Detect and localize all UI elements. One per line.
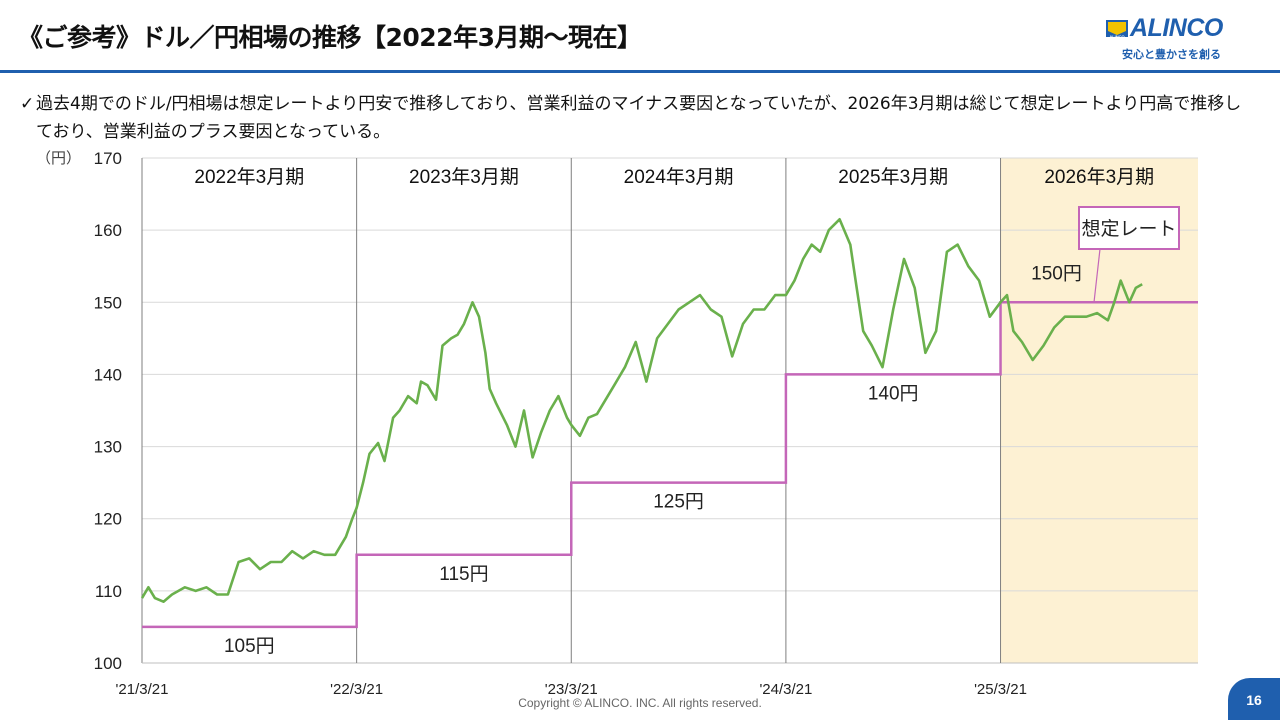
assumed-rate-callout-text: 想定レート: [1081, 218, 1176, 240]
assumed-rate-label: 125円: [653, 492, 704, 513]
y-axis-unit: （円）: [36, 150, 81, 167]
y-tick-label: 140: [94, 365, 122, 384]
fiscal-period-label: 2026年3月期: [1044, 166, 1154, 188]
x-tick-label: '24/3/21: [759, 681, 812, 698]
logo-mark-icon: ALINCO: [1106, 20, 1128, 39]
y-tick-label: 160: [94, 221, 122, 240]
x-tick-label: '21/3/21: [116, 681, 169, 698]
fiscal-period-label: 2023年3月期: [409, 166, 519, 188]
copyright: Copyright © ALINCO. INC. All rights rese…: [518, 696, 762, 710]
fiscal-period-label: 2022年3月期: [194, 166, 304, 188]
checkmark-icon: ✓: [20, 94, 35, 114]
x-tick-label: '22/3/21: [330, 681, 383, 698]
assumed-rate-line: [142, 301, 1198, 629]
x-tick-label: '25/3/21: [974, 681, 1027, 698]
y-tick-label: 170: [94, 149, 122, 168]
page-title: 《ご参考》ドル／円相場の推移【2022年3月期～現在】: [18, 23, 642, 52]
logo-brand: ALINCO: [1130, 14, 1223, 42]
usdjpy-series-line: [140, 218, 1143, 603]
fiscal-period-label: 2024年3月期: [624, 166, 734, 188]
fiscal-period-label: 2025年3月期: [838, 166, 948, 188]
assumed-rate-callout-box: [1078, 206, 1180, 250]
company-logo: ALINCO ALINCO 安心と豊かさを創る: [1106, 14, 1256, 62]
x-tick-label: '23/3/21: [545, 681, 598, 698]
svg-text:ALINCO: ALINCO: [1109, 34, 1124, 39]
y-tick-label: 110: [95, 582, 122, 601]
assumed-rate-label: 150円: [1031, 263, 1082, 284]
description: ✓ 過去4期でのドル/円相場は想定レートより円安で推移しており、営業利益のマイナ…: [20, 90, 1246, 146]
callout-leader: [1093, 248, 1101, 303]
description-text: 過去4期でのドル/円相場は想定レートより円安で推移しており、営業利益のマイナス要…: [36, 94, 1242, 142]
logo-tagline: 安心と豊かさを創る: [1122, 48, 1221, 61]
assumed-rate-label: 115円: [439, 564, 488, 585]
title-underline: [0, 70, 1280, 73]
y-tick-label: 150: [94, 293, 122, 312]
assumed-rate-label: 140円: [868, 383, 919, 404]
y-tick-label: 100: [94, 654, 122, 673]
y-tick-label: 120: [94, 510, 122, 529]
page-number: 16: [1228, 678, 1280, 720]
y-tick-label: 130: [94, 438, 122, 457]
assumed-rate-label: 105円: [224, 636, 275, 657]
